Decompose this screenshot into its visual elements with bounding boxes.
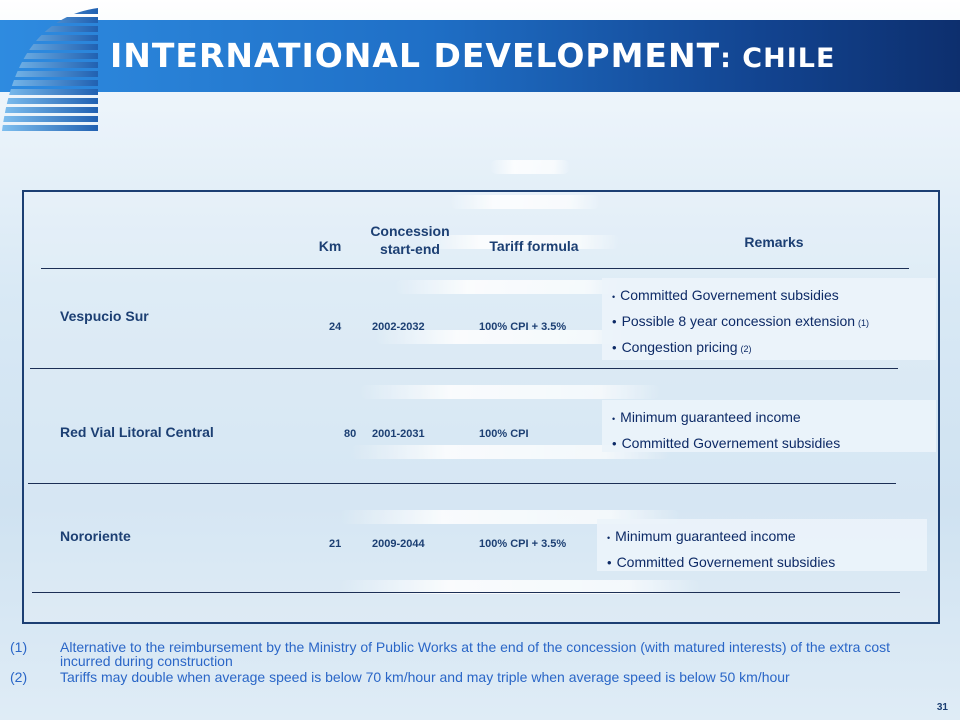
divider-line <box>32 592 900 593</box>
column-header-km: Km <box>318 238 342 254</box>
page-number: 31 <box>936 702 948 713</box>
header-bar <box>0 20 960 92</box>
km-value: 80 <box>344 428 357 440</box>
remark-item: • Possible 8 year concession extension (1) <box>612 308 936 334</box>
remark-text: Minimum guaranteed income <box>620 409 801 425</box>
bullet-icon: • <box>612 340 617 355</box>
bullet-icon: • <box>607 555 612 570</box>
tariff-value: 100% CPI + 3.5% <box>479 321 567 333</box>
tariff-value: 100% CPI <box>479 428 529 440</box>
background-decoration <box>340 150 740 670</box>
remarks-box: • Minimum guaranteed income • Committed Go… <box>602 400 936 452</box>
footnote-ref: (1) <box>858 318 870 328</box>
remark-text: Committed Governement subsidies <box>621 435 841 451</box>
bullet-icon: • <box>612 314 617 329</box>
km-value: 21 <box>329 538 342 550</box>
title-sub: : CHILE <box>720 43 836 74</box>
bullet-icon: • <box>612 292 616 302</box>
remark-text: Committed Governement subsidies <box>620 287 839 303</box>
row-name: Red Vial Litoral Central <box>60 424 214 440</box>
remark-item: • Minimum guaranteed income <box>607 523 927 549</box>
footnote-ref: (2) <box>740 344 752 354</box>
footnote-text: Alternative to the reimbursement by the … <box>60 639 891 669</box>
divider-line <box>28 483 896 484</box>
remark-item: • Committed Governement subsidies <box>612 282 936 308</box>
column-header-remarks: Remarks <box>744 234 804 250</box>
column-header-concession: Concession start-end <box>370 223 450 257</box>
concessions-table: Km Concession start-end Tariff formula R… <box>22 190 940 624</box>
row-name: Nororiente <box>60 528 131 544</box>
title-main: INTERNATIONAL DEVELOPMENT <box>110 36 721 75</box>
bullet-icon: • <box>612 414 616 424</box>
row-name: Vespucio Sur <box>60 308 149 324</box>
tariff-value: 100% CPI + 3.5% <box>479 538 567 550</box>
remark-item: • Minimum guaranteed income <box>612 404 936 430</box>
page-title: INTERNATIONAL DEVELOPMENT: CHILE <box>110 36 835 75</box>
divider-line <box>41 268 909 269</box>
remark-item: • Congestion pricing (2) <box>612 334 936 360</box>
footnote-text: Tariffs may double when average speed is… <box>60 669 790 685</box>
period-value: 2002-2032 <box>372 321 425 333</box>
remark-item: • Committed Governement subsidies <box>612 430 936 456</box>
remark-text: Committed Governement subsidies <box>616 554 836 570</box>
bullet-icon: • <box>607 533 611 543</box>
divider-line <box>30 368 898 369</box>
footnote-number: (2) <box>10 669 28 685</box>
remarks-box: • Committed Governement subsidies • Possib… <box>602 278 936 360</box>
period-value: 2001-2031 <box>372 428 425 440</box>
remark-text: Possible 8 year concession extension <box>621 313 856 329</box>
remark-text: Minimum guaranteed income <box>615 528 796 544</box>
logo-icon <box>0 8 98 131</box>
remark-text: Congestion pricing <box>621 339 738 355</box>
footnote-number: (1) <box>10 639 28 655</box>
bullet-icon: • <box>612 436 617 451</box>
column-header-tariff: Tariff formula <box>489 238 579 254</box>
remarks-box: • Minimum guaranteed income • Committed Go… <box>597 519 927 571</box>
km-value: 24 <box>329 321 342 333</box>
remark-item: • Committed Governement subsidies <box>607 549 927 575</box>
period-value: 2009-2044 <box>372 538 425 550</box>
